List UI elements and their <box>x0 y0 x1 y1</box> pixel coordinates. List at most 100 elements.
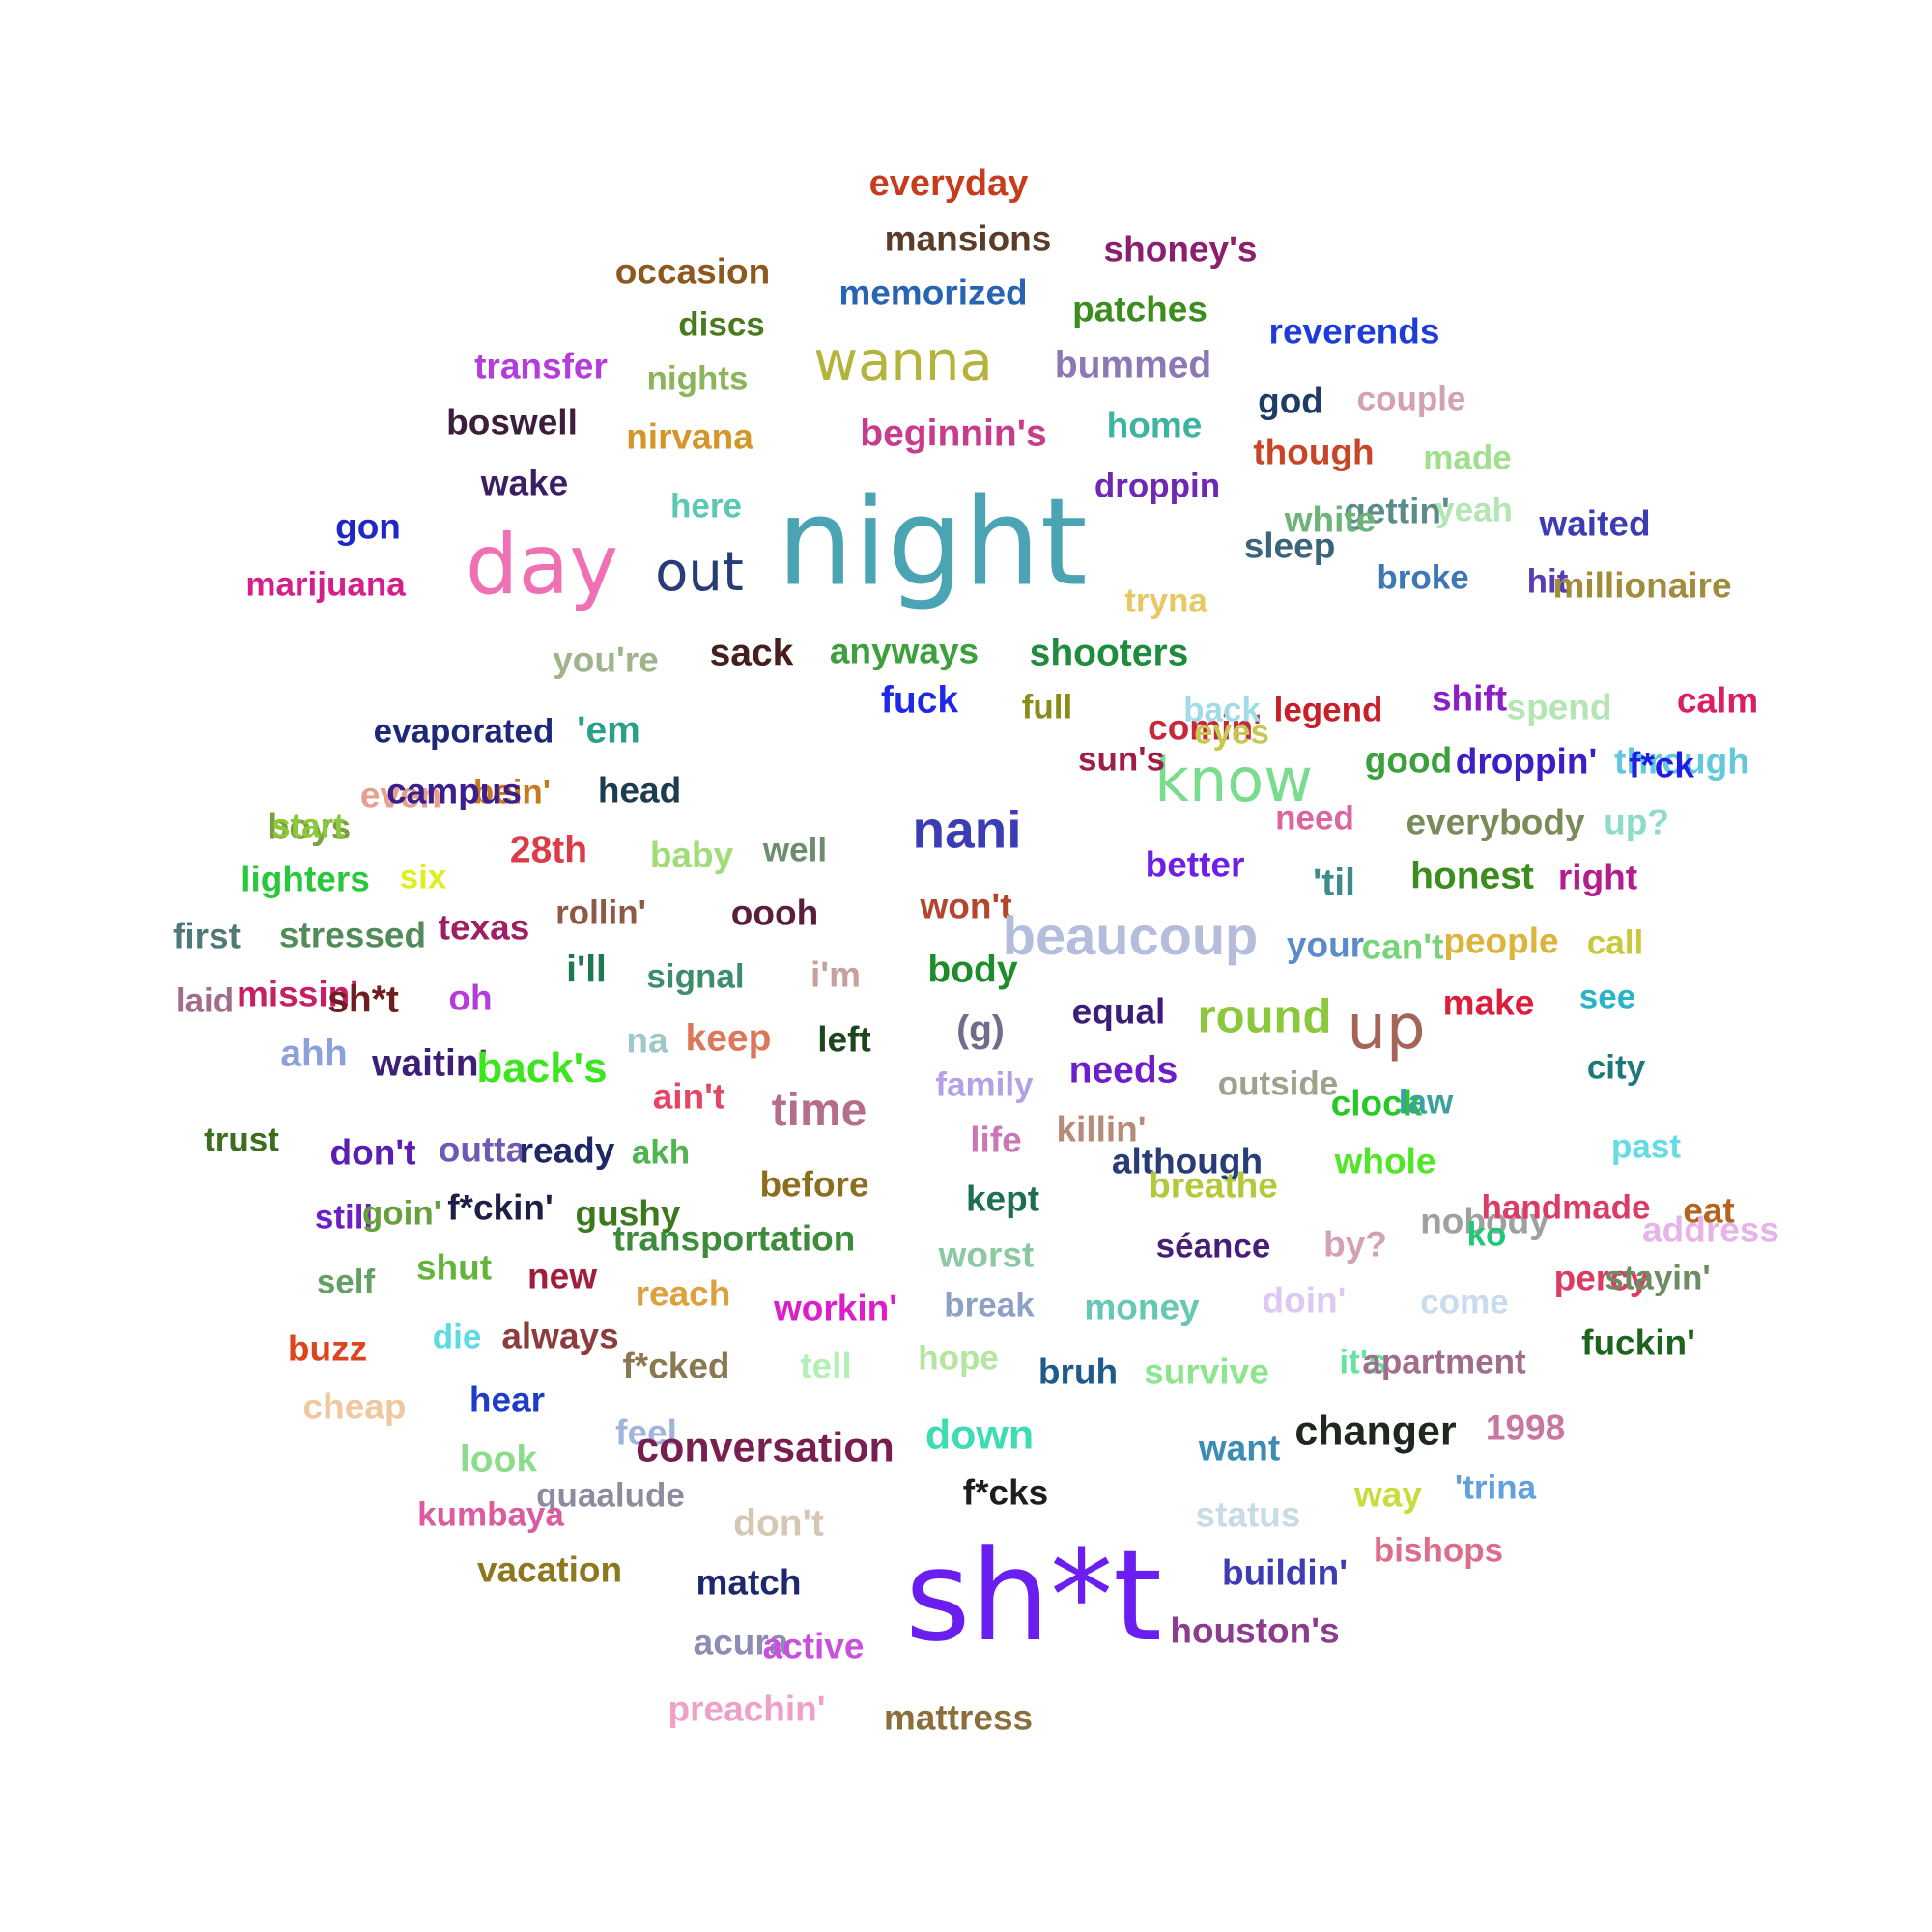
cloud-word: i'm <box>810 954 861 995</box>
cloud-word: shift <box>1431 678 1508 719</box>
cloud-word: needs <box>1068 1049 1179 1092</box>
cloud-word: nirvana <box>626 416 753 457</box>
cloud-word: droppin' <box>1455 741 1598 781</box>
cloud-word: want <box>1198 1428 1281 1468</box>
cloud-word: 'em <box>577 709 640 752</box>
cloud-word: campus <box>386 771 522 811</box>
cloud-word: bishops <box>1373 1531 1504 1570</box>
cloud-word: stressed <box>278 915 427 955</box>
cloud-word: past <box>1611 1127 1681 1166</box>
cloud-word: don't <box>329 1132 416 1173</box>
cloud-word: know <box>1154 745 1313 815</box>
cloud-word: can't <box>1361 926 1444 967</box>
cloud-word: shoney's <box>1103 229 1258 270</box>
cloud-word: boys <box>267 807 352 847</box>
cloud-word: signal <box>646 957 745 996</box>
cloud-word: die <box>432 1318 482 1356</box>
cloud-word: sun's <box>1077 740 1166 779</box>
cloud-word: though <box>1253 432 1375 472</box>
cloud-word: better <box>1145 844 1245 885</box>
cloud-word: oh <box>448 978 493 1018</box>
cloud-word: god <box>1258 381 1323 421</box>
cloud-word: handmade <box>1481 1188 1651 1227</box>
cloud-word: left <box>817 1019 871 1060</box>
cloud-word: family <box>935 1065 1034 1104</box>
cloud-word: hit <box>1526 562 1569 601</box>
cloud-word: evaporated <box>373 712 554 751</box>
cloud-word: kept <box>965 1179 1040 1219</box>
cloud-word: houston's <box>1170 1610 1340 1651</box>
cloud-word: body <box>927 949 1018 991</box>
cloud-word: tryna <box>1124 582 1208 620</box>
cloud-word: i'll <box>566 949 607 991</box>
cloud-word: fuckin' <box>1581 1322 1695 1363</box>
cloud-word: home <box>1106 405 1203 445</box>
cloud-word: memorized <box>838 272 1028 313</box>
cloud-word: eat <box>1683 1190 1735 1231</box>
cloud-word: city <box>1586 1048 1646 1087</box>
cloud-word: gushy <box>575 1193 681 1234</box>
cloud-word: survive <box>1144 1351 1269 1392</box>
cloud-word: legend <box>1273 691 1383 729</box>
cloud-word: f*cked <box>622 1346 730 1386</box>
cloud-word: head <box>597 770 682 810</box>
cloud-word: everyday <box>868 163 1029 204</box>
cloud-word: comin' <box>1148 707 1262 748</box>
cloud-word: down <box>924 1411 1035 1459</box>
cloud-word: up? <box>1604 802 1669 842</box>
cloud-word: preachin' <box>668 1689 826 1729</box>
cloud-word: 'trina <box>1454 1468 1537 1507</box>
cloud-word: won't <box>920 886 1012 926</box>
cloud-word: beaucoup <box>1002 905 1259 966</box>
cloud-word: always <box>501 1316 619 1356</box>
cloud-word: good <box>1364 740 1453 781</box>
cloud-word: patches <box>1072 289 1208 329</box>
cloud-word: tell <box>800 1346 852 1386</box>
cloud-word: nights <box>646 359 749 398</box>
cloud-word: honest <box>1410 855 1534 897</box>
cloud-word: fuck <box>880 679 959 722</box>
cloud-word: sh*t <box>327 979 399 1021</box>
cloud-word: spend <box>1506 687 1612 727</box>
cloud-word: sh*t <box>904 1522 1163 1669</box>
cloud-word: waited <box>1539 503 1651 544</box>
cloud-word: nobody <box>1420 1201 1549 1241</box>
cloud-word: yeah <box>1435 491 1513 529</box>
cloud-word: texas <box>438 907 530 948</box>
cloud-word: reverends <box>1268 311 1440 352</box>
cloud-word: mansions <box>884 218 1052 259</box>
cloud-word: shut <box>415 1247 493 1288</box>
cloud-word: through <box>1614 741 1749 781</box>
cloud-word: people <box>1443 921 1559 961</box>
cloud-word: f*cks <box>962 1472 1049 1513</box>
cloud-word: workin' <box>773 1288 898 1328</box>
cloud-word: acura <box>693 1622 789 1662</box>
cloud-word: worst <box>938 1235 1035 1275</box>
cloud-word: come <box>1420 1283 1509 1321</box>
cloud-word: first <box>173 916 241 956</box>
cloud-word: life <box>970 1120 1022 1160</box>
cloud-word: active <box>762 1626 865 1666</box>
cloud-word: 1998 <box>1485 1407 1566 1448</box>
cloud-word: f*ckin' <box>447 1187 554 1228</box>
cloud-word: buzz <box>287 1328 368 1369</box>
cloud-word: sleep <box>1243 526 1336 566</box>
cloud-word: right <box>1557 857 1638 897</box>
cloud-word: need <box>1275 799 1354 838</box>
cloud-word: whole <box>1334 1141 1436 1181</box>
cloud-word: well <box>762 831 828 869</box>
cloud-word: apartment <box>1362 1343 1526 1381</box>
cloud-word: wake <box>480 463 569 503</box>
cloud-word: ko <box>1466 1215 1507 1254</box>
cloud-word: white <box>1284 499 1377 540</box>
cloud-word: everybody <box>1406 802 1585 842</box>
cloud-word: oooh <box>730 893 819 933</box>
cloud-word: kumbaya <box>417 1495 564 1534</box>
cloud-word: six <box>399 858 447 896</box>
cloud-word: (g) <box>956 1009 1005 1051</box>
cloud-word: millionaire <box>1552 565 1732 606</box>
cloud-word: calm <box>1676 680 1759 721</box>
cloud-word: gon <box>335 506 401 547</box>
cloud-word: ahh <box>280 1033 348 1075</box>
cloud-word: killin' <box>1056 1109 1147 1150</box>
